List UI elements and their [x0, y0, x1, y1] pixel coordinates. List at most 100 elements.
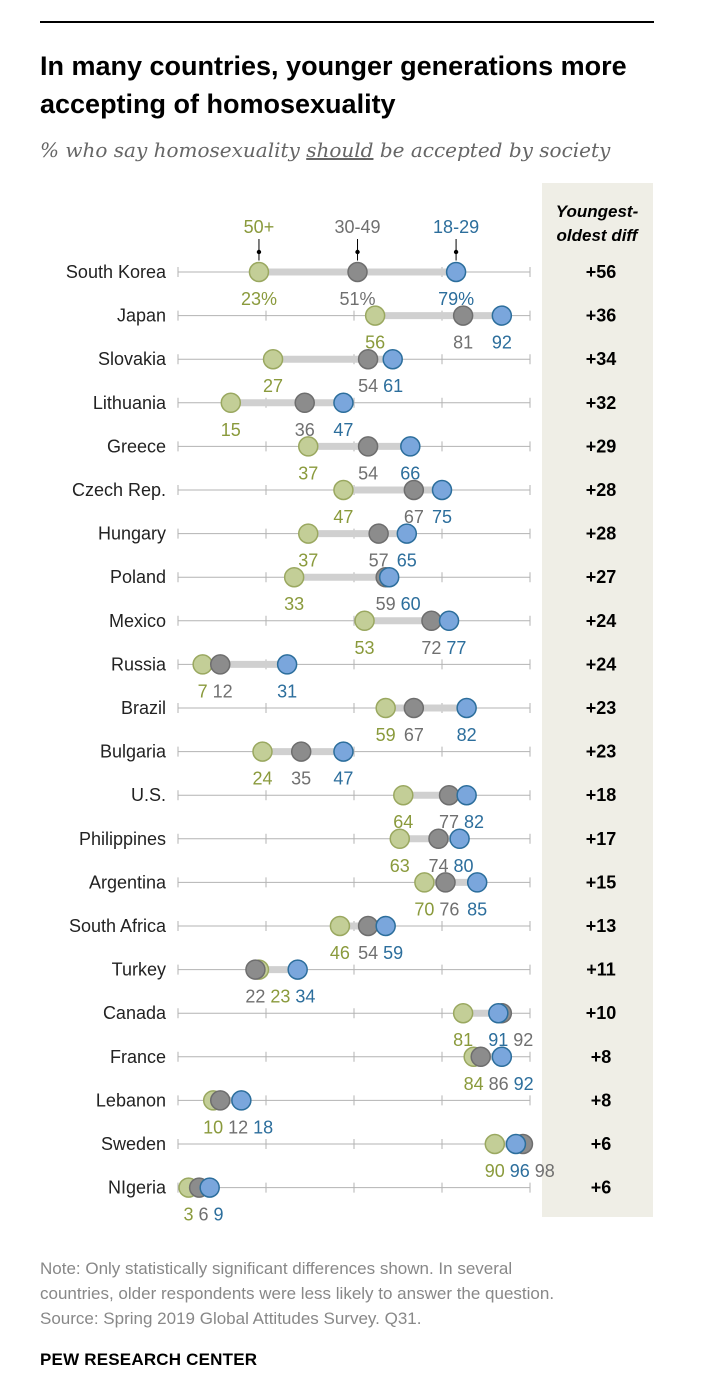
diff-header-line-1: Youngest- — [556, 202, 639, 221]
country-label: Slovakia — [98, 349, 167, 369]
series-label: 50+ — [244, 217, 275, 237]
dot-18-29 — [276, 654, 298, 675]
dot-50plus — [354, 610, 375, 632]
value-label: 34 — [295, 987, 315, 1007]
value-label: 47 — [333, 507, 353, 527]
dot-18-29 — [438, 610, 460, 632]
diff-value: +32 — [586, 393, 617, 413]
country-label: South Korea — [66, 262, 167, 282]
value-label: 64 — [393, 812, 413, 832]
dot-30-49 — [368, 523, 389, 544]
dot-18-29 — [431, 479, 453, 501]
diff-value: +23 — [586, 698, 617, 718]
country-label: France — [110, 1047, 166, 1067]
value-label: 67 — [404, 725, 424, 745]
dot-18-29 — [287, 959, 308, 980]
dot-50plus — [192, 654, 213, 675]
dot-30-49 — [209, 1090, 231, 1111]
series-label: 18-29 — [433, 217, 479, 237]
value-label: 27 — [263, 376, 283, 396]
value-label: 82 — [457, 725, 477, 745]
diff-value: +28 — [586, 480, 617, 500]
value-label: 12 — [228, 1117, 248, 1137]
diff-value: +27 — [586, 567, 617, 587]
value-label: 84 — [464, 1074, 484, 1094]
value-label: 98 — [535, 1161, 555, 1181]
country-label: Philippines — [79, 829, 166, 849]
brand-logo-text: PEW RESEARCH CENTER — [40, 1350, 258, 1369]
dot-50plus — [329, 915, 351, 937]
dot-30-49 — [290, 741, 312, 762]
dot-50plus — [252, 741, 273, 762]
dot-30-49 — [421, 610, 442, 632]
top-rule — [40, 21, 654, 23]
diff-value: +24 — [586, 611, 617, 631]
value-label: 92 — [492, 333, 512, 353]
dot-50plus — [297, 523, 319, 544]
dot-50plus — [297, 436, 319, 457]
diff-value: +11 — [586, 960, 616, 980]
diff-value: +24 — [586, 654, 617, 674]
dot-30-49 — [428, 828, 449, 850]
dot-30-49 — [347, 261, 368, 283]
diff-value: +36 — [586, 306, 617, 326]
value-label: 37 — [298, 463, 318, 483]
series-leader-dot — [355, 249, 360, 255]
value-label: 59 — [376, 725, 396, 745]
value-label: 59 — [376, 594, 396, 614]
diff-value: +18 — [586, 785, 617, 805]
dot-50plus — [393, 784, 414, 806]
value-label: 7 — [198, 681, 208, 701]
value-label: 92 — [513, 1030, 533, 1050]
dot-30-49 — [357, 348, 379, 370]
dot-50plus — [283, 566, 305, 588]
value-label: 76 — [439, 899, 459, 919]
dot-50plus — [262, 348, 284, 370]
dot-30-49 — [470, 1046, 491, 1068]
dot-chart: Youngest-oldest diff South Korea 23% 51% 79%… — [66, 183, 653, 1235]
dot-30-49 — [403, 697, 425, 719]
value-label: 86 — [489, 1074, 509, 1094]
dot-50plus — [375, 697, 396, 719]
value-label: 51% — [340, 289, 376, 309]
value-label: 31 — [277, 681, 297, 701]
country-label: Lithuania — [93, 393, 167, 413]
diff-value: +17 — [586, 829, 617, 849]
country-label: Mexico — [109, 611, 166, 631]
value-label: 46 — [330, 943, 350, 963]
diff-value: +6 — [591, 1134, 612, 1154]
value-label: 96 — [510, 1161, 530, 1181]
country-label: South Africa — [69, 916, 167, 936]
dot-18-29 — [199, 1177, 220, 1198]
dot-18-29 — [378, 566, 400, 588]
dot-50plus — [220, 392, 242, 414]
subtitle-post: be accepted by society — [373, 138, 611, 162]
value-label: 23 — [270, 987, 290, 1007]
value-label: 54 — [358, 463, 378, 483]
country-label: NIgeria — [108, 1178, 167, 1198]
subtitle-pre: % who say homosexuality — [40, 138, 307, 162]
diff-value: +28 — [586, 524, 617, 544]
series-leader-dot — [256, 249, 262, 255]
note-line-1: Note: Only statistically significant dif… — [40, 1259, 513, 1278]
value-label: 6 — [199, 1205, 209, 1225]
chart-note: Note: Only statistically significant dif… — [40, 1256, 680, 1331]
value-label: 60 — [401, 594, 421, 614]
value-label: 67 — [404, 507, 424, 527]
value-label: 18 — [253, 1117, 273, 1137]
value-label: 77 — [446, 638, 466, 658]
value-label: 3 — [184, 1205, 194, 1225]
dot-30-49 — [245, 959, 266, 980]
value-label: 33 — [284, 594, 304, 614]
diff-value: +23 — [586, 742, 617, 762]
note-line-2: countries, older respondents were less l… — [40, 1284, 555, 1303]
diff-column-panel — [542, 183, 653, 1217]
value-label: 36 — [295, 420, 315, 440]
country-label: Argentina — [89, 872, 167, 892]
value-label: 85 — [467, 899, 487, 919]
value-label: 92 — [514, 1074, 534, 1094]
dot-30-49 — [294, 392, 315, 414]
diff-value: +6 — [591, 1178, 612, 1198]
country-label: Sweden — [101, 1134, 166, 1154]
dot-18-29 — [491, 1046, 513, 1068]
